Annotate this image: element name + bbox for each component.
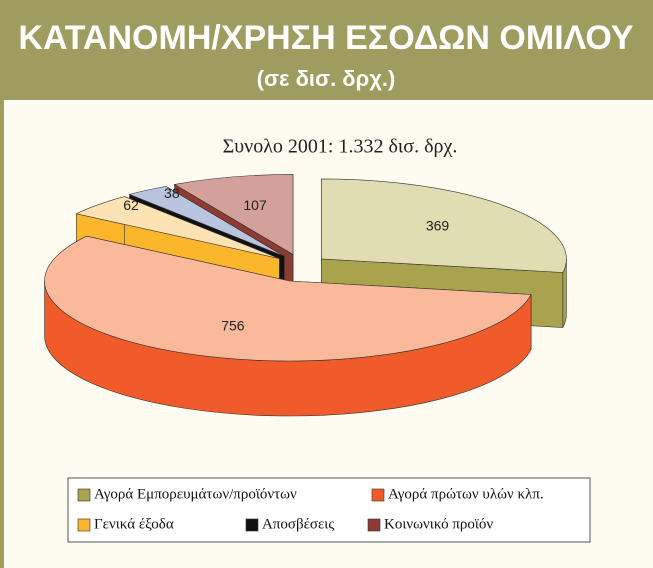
- legend-label: Αποσβέσεις: [262, 516, 334, 532]
- slice-top: [321, 178, 567, 273]
- legend-swatch: [77, 518, 91, 532]
- legend-swatch: [245, 518, 259, 532]
- legend-swatch: [371, 488, 385, 502]
- legend-swatch: [367, 518, 381, 532]
- legend-label: Κοινωνικό προϊόν: [384, 516, 493, 532]
- slice-top: [128, 186, 285, 257]
- slice-top: [44, 235, 532, 362]
- data-label: 62: [123, 197, 139, 213]
- legend-swatch: [77, 488, 91, 502]
- header-subtitle: (σε δισ. δρχ.): [257, 66, 396, 91]
- data-label: 38: [164, 185, 180, 201]
- header-title: ΚΑΤΑΝΟΜΗ/ΧΡΗΣΗ ΕΣΟΔΩΝ ΟΜΙΛΟΥ: [18, 19, 634, 57]
- data-label: 107: [243, 197, 267, 213]
- legend: [67, 477, 591, 543]
- header-band: [0, 0, 653, 100]
- left-border: [0, 100, 4, 568]
- slice-top: [173, 174, 294, 255]
- legend-label: Αγορά πρώτων υλών κλπ.: [388, 486, 544, 502]
- data-label: 369: [426, 218, 450, 234]
- chart-title: Συνολο 2001: 1.332 δισ. δρχ.: [223, 136, 458, 158]
- legend-label: Γενικά έξοδα: [94, 516, 174, 532]
- slice-top: [75, 196, 280, 259]
- data-label: 756: [221, 318, 245, 334]
- legend-label: Αγορά Εμπορευμάτων/προϊόντων: [94, 486, 297, 502]
